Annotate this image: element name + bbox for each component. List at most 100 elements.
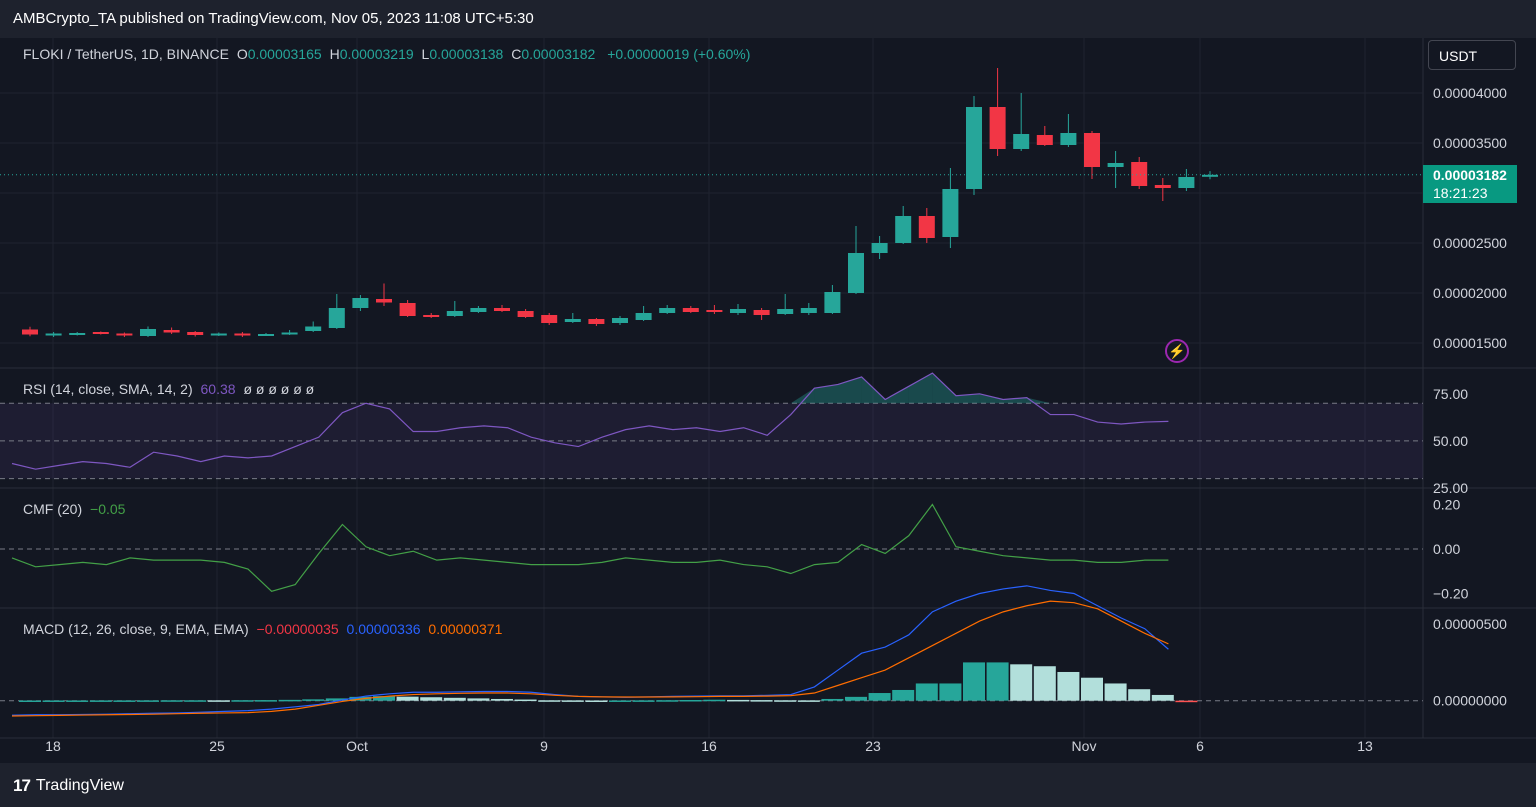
macd-histogram-bar [373,696,395,701]
macd-histogram-bar [19,700,41,702]
macd-histogram-bar [986,662,1009,701]
rsi-overbought-fill [838,376,862,404]
candle-body [1154,185,1171,188]
x-tick-label: Oct [346,738,368,754]
x-tick-label: 16 [701,738,717,754]
candle-body [800,308,817,313]
candle-body [494,308,510,311]
candle-body [399,303,416,316]
cmf-legend: CMF (20) −0.05 [23,501,129,517]
open-label: O [236,46,248,62]
rsi-overbought-fill [908,373,933,404]
x-tick-label: 13 [1357,738,1373,754]
macd-histogram-bar [160,700,183,702]
low-value: 0.00003138 [429,46,504,62]
candle-body [281,332,298,335]
bar-countdown: 18:21:23 [1433,185,1488,201]
macd-axis-label: 0.00000000 [1433,693,1507,709]
candle-body [730,309,746,313]
macd-histogram-bar [609,700,631,702]
x-tick-label: 9 [540,738,548,754]
macd-histogram-bar [491,698,513,701]
macd-histogram-bar [915,683,938,701]
macd-histogram-bar [42,700,65,702]
lightning-bolt-icon[interactable]: ⚡ [1165,339,1189,363]
candle-body [305,326,322,331]
cmf-line [11,503,1169,592]
last-price-tag: 0.00003182 18:21:23 [1423,165,1517,203]
rsi-overbought-fill [861,376,886,404]
candle-body [918,216,935,238]
publisher-bar: AMBCrypto_TA published on TradingView.co… [0,0,1536,38]
candle-body [682,308,699,312]
candle-body [635,313,652,320]
rsi-overbought-fill [932,373,956,404]
cmf-name[interactable]: CMF (20) [23,501,83,517]
candle-body [1013,134,1030,149]
price-axis-label: 0.00001500 [1433,335,1507,351]
candle-body [22,329,38,335]
macd-histogram-bar [255,700,277,702]
candle-body [258,334,274,336]
candle-body [210,333,227,336]
candle-body [187,332,204,335]
low-label: L [421,46,430,62]
candle-body [1202,174,1218,177]
rsi-overbought-fill [885,386,909,404]
cmf-axis-label: 0.00 [1433,541,1460,557]
macd-histogram-bar [1081,677,1103,701]
macd-histogram-bar [184,700,207,702]
macd-histogram-bar [561,700,584,702]
macd-histogram-bar [514,699,537,702]
candle-body [1131,162,1148,186]
candle-body [588,319,605,324]
macd-histogram-bar [656,700,679,702]
macd-histogram-bar [89,700,112,702]
symbol-name[interactable]: FLOKI / TetherUS, 1D, BINANCE [23,46,229,62]
macd-signal-value: 0.00000371 [428,621,503,637]
price-axis-label: 0.00004000 [1433,85,1507,101]
x-tick-label: 25 [209,738,225,754]
macd-histogram-bar [1151,694,1174,701]
macd-histogram-bar [963,662,985,701]
tradingview-brand[interactable]: 17 TradingView [13,776,124,796]
candle-body [446,311,463,316]
candle-body [966,107,982,189]
macd-histogram-bar [774,700,797,702]
candle-body [69,333,86,335]
rsi-overbought-fill [979,393,1004,404]
chart-area[interactable]: 18 25 Oct 9 16 23 Nov 6 13 0.00004000 0.00003500 0.… [0,38,1536,763]
last-price-value: 0.00003182 [1433,167,1507,183]
high-label: H [329,46,340,62]
candle-body [871,243,888,253]
rsi-name[interactable]: RSI (14, close, SMA, 14, 2) [23,381,193,397]
macd-histogram-bar [66,700,89,702]
macd-name[interactable]: MACD (12, 26, close, 9, EMA, EMA) [23,621,249,637]
candle-body [777,309,794,314]
macd-histogram-bar [443,697,466,701]
candle-body [1107,163,1124,167]
macd-histogram-bar [1057,671,1080,701]
rsi-extra: ø ø ø ø ø ø [243,381,315,397]
price-axis-label: 0.00002000 [1433,285,1507,301]
macd-histogram-bar [703,699,726,702]
currency-unit-button[interactable]: USDT [1428,40,1516,70]
open-value: 0.00003165 [247,46,322,62]
macd-histogram-bar [420,697,443,701]
symbol-legend: FLOKI / TetherUS, 1D, BINANCE O0.0000316… [23,46,754,62]
footer-bar: 17 TradingView [0,763,1536,807]
x-tick-label: 18 [45,738,61,754]
macd-axis-label: 0.00000500 [1433,616,1507,632]
candle-body [541,315,558,323]
rsi-overbought-fill [814,384,838,404]
candle-body [659,308,676,313]
macd-legend: MACD (12, 26, close, 9, EMA, EMA) −0.000… [23,621,506,637]
candle-body [517,311,534,317]
candle-body [45,333,62,336]
candle-body [328,308,345,328]
macd-histogram-bar [585,700,608,702]
macd-histogram-bar [207,700,230,702]
macd-histogram-bar [797,700,820,702]
macd-histogram-bar [727,699,749,702]
high-value: 0.00003219 [339,46,414,62]
